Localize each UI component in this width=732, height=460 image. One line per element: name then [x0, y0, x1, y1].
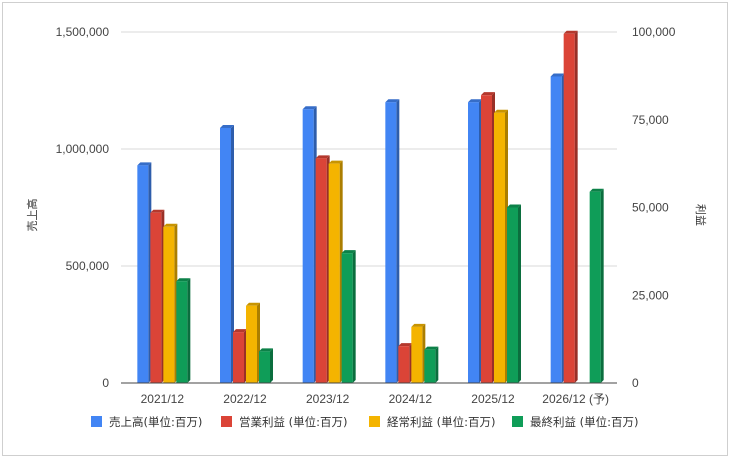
y-axis-right-title: 利益 [694, 204, 708, 226]
y-left-tick-label: 1,000,000 [56, 142, 110, 156]
legend-swatch [91, 416, 102, 427]
bar [233, 329, 247, 383]
legend: 売上高(単位:百万) 営業利益 (単位:百万) 経常利益 (単位:百万) 最終利益 (… [91, 415, 639, 429]
y-right-tick-label: 0 [632, 376, 639, 390]
bar [220, 124, 234, 383]
bar [589, 188, 604, 383]
x-tick-label: 2022/12 [223, 392, 267, 406]
legend-item: 営業利益 (単位:百万) [221, 415, 348, 429]
bar [137, 162, 152, 383]
bar [563, 30, 578, 383]
x-tick-label: 2023/12 [306, 392, 350, 406]
y-right-tick-label: 75,000 [632, 113, 669, 127]
x-tick-label: 2024/12 [389, 392, 433, 406]
bar [246, 302, 260, 383]
legend-item: 最終利益 (単位:百万) [512, 415, 639, 429]
bar [550, 73, 565, 384]
axes: 0 500,000 1,000,000 1,500,000 0 25,000 50,000 7… [56, 25, 676, 406]
bar [481, 92, 495, 384]
bar [341, 250, 356, 383]
legend-label: 売上高(単位:百万) [109, 415, 202, 429]
bar [302, 106, 317, 383]
legend-label: 経常利益 (単位:百万) [387, 415, 496, 429]
x-tick-label: 2021/12 [141, 392, 185, 406]
grid [121, 31, 617, 267]
bar [259, 348, 273, 383]
legend-swatch [369, 416, 380, 427]
y-right-tick-label: 100,000 [632, 25, 676, 39]
y-right-tick-label: 25,000 [632, 288, 669, 302]
legend-item: 経常利益 (単位:百万) [369, 415, 496, 429]
y-right-tick-label: 50,000 [632, 201, 669, 215]
y-left-tick-label: 0 [102, 376, 109, 390]
bar [163, 223, 178, 383]
legend-item: 売上高(単位:百万) [91, 415, 202, 429]
bar [150, 209, 165, 383]
legend-label: 最終利益 (単位:百万) [530, 415, 639, 429]
legend-swatch [512, 416, 523, 427]
bar [398, 343, 413, 383]
bar [468, 99, 482, 383]
x-tick-label: 2026/12 (予) [542, 392, 609, 406]
bar [176, 278, 191, 383]
y-axis-left-title: 売上高 [25, 199, 39, 232]
x-tick-label: 2025/12 [471, 392, 515, 406]
bar [411, 323, 426, 383]
bar [507, 204, 521, 383]
bar [328, 160, 343, 383]
bar [424, 346, 439, 383]
chart-frame [2, 2, 728, 456]
legend-swatch [221, 416, 232, 427]
bar [494, 109, 508, 383]
bar [385, 99, 400, 383]
bar [315, 155, 330, 383]
legend-label: 営業利益 (単位:百万) [239, 415, 348, 429]
y-left-tick-label: 1,500,000 [56, 25, 110, 39]
bars [137, 30, 604, 384]
y-left-tick-label: 500,000 [66, 259, 110, 273]
